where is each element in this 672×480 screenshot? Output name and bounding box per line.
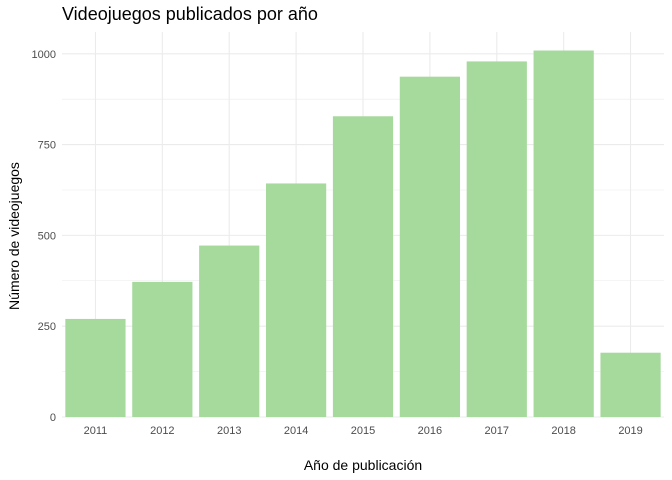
- x-tick-label: 2013: [217, 425, 241, 437]
- y-axis-label: Número de videojuegos: [6, 162, 22, 310]
- bar-2014: [266, 183, 327, 417]
- x-tick-label: 2011: [84, 425, 108, 437]
- x-tick-label: 2016: [418, 425, 442, 437]
- x-tick-label: 2017: [485, 425, 509, 437]
- bar-2013: [199, 245, 260, 417]
- y-tick-label: 0: [50, 412, 56, 424]
- bar-2016: [399, 76, 460, 417]
- bar-2015: [332, 116, 394, 417]
- x-axis-label: Año de publicación: [304, 457, 422, 473]
- bar-2018: [533, 50, 594, 417]
- y-axis-ticks: 0 250 500 750 1000: [32, 49, 56, 424]
- bar-2011: [65, 318, 126, 417]
- y-tick-label: 500: [38, 230, 56, 242]
- bars: [65, 50, 661, 418]
- x-tick-label: 2012: [150, 425, 174, 437]
- x-tick-label: 2018: [551, 425, 575, 437]
- x-tick-label: 2015: [351, 425, 375, 437]
- x-tick-label: 2014: [284, 425, 308, 437]
- x-axis-ticks: 2011 2012 2013 2014 2015 2016 2017 2018 2019: [84, 425, 643, 437]
- y-tick-label: 1000: [32, 49, 56, 61]
- x-tick-label: 2019: [618, 425, 642, 437]
- chart-title: Videojuegos publicados por año: [62, 4, 318, 24]
- bar-2017: [466, 61, 527, 418]
- y-tick-label: 750: [38, 140, 56, 152]
- y-tick-label: 250: [38, 321, 56, 333]
- bar-2019: [600, 352, 661, 417]
- bar-2012: [132, 281, 193, 417]
